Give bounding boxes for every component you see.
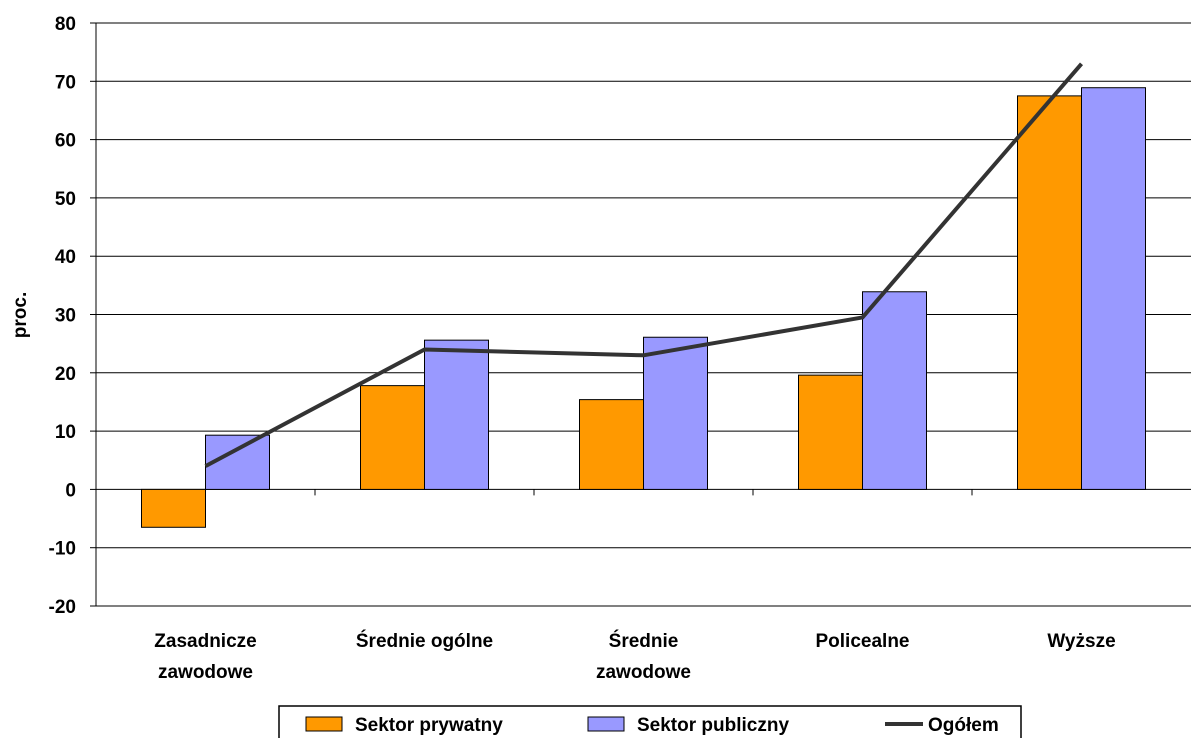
bar-public — [862, 291, 927, 490]
y-tick-label: -10 — [49, 539, 76, 560]
x-category-label: Zasadnicze — [154, 631, 256, 652]
bar-public — [643, 336, 708, 490]
y-tick-label: 70 — [55, 72, 76, 93]
y-tick-label: 0 — [65, 480, 76, 501]
legend-label: Sektor prywatny — [355, 715, 503, 736]
y-tick-label: 40 — [55, 247, 76, 268]
y-axis-label: proc. — [10, 292, 31, 338]
bar-private — [579, 399, 644, 490]
axes — [90, 22, 973, 607]
y-tick-labels: -20 -10 0 10 20 30 40 50 60 70 80 — [49, 14, 76, 618]
x-category-label: Policealne — [816, 631, 910, 652]
legend-label: Ogółem — [928, 715, 999, 736]
x-category-label: zawodowe — [158, 662, 253, 683]
line-series — [204, 62, 1084, 468]
x-category-label: Wyższe — [1047, 631, 1115, 652]
y-tick-label: 50 — [55, 189, 76, 210]
x-category-label: zawodowe — [596, 662, 691, 683]
legend-swatch — [305, 716, 343, 732]
y-tick-label: 80 — [55, 14, 76, 35]
y-tick-label: 10 — [55, 422, 76, 443]
y-tick-label: 30 — [55, 306, 76, 327]
x-category-labels: Zasadnicze zawodowe Średnie ogólne Średnie z… — [154, 630, 1115, 683]
y-tick-label: -20 — [49, 597, 76, 618]
bar-private — [141, 488, 206, 528]
x-category-label: Średnie ogólne — [356, 630, 493, 652]
line-ogolem — [204, 62, 1084, 468]
bar-private — [360, 385, 425, 490]
bar-private — [1017, 95, 1082, 490]
legend-label: Sektor publiczny — [637, 715, 789, 736]
legend: Sektor prywatny Sektor publiczny Ogółem — [278, 705, 1022, 738]
bar-public — [1081, 87, 1146, 490]
bar-public — [424, 339, 489, 490]
y-tick-label: 20 — [55, 364, 76, 385]
bars — [141, 87, 1146, 528]
y-tick-label: 60 — [55, 131, 76, 152]
legend-swatch — [587, 716, 625, 732]
bar-private — [798, 374, 863, 490]
x-category-label: Średnie — [609, 630, 679, 652]
